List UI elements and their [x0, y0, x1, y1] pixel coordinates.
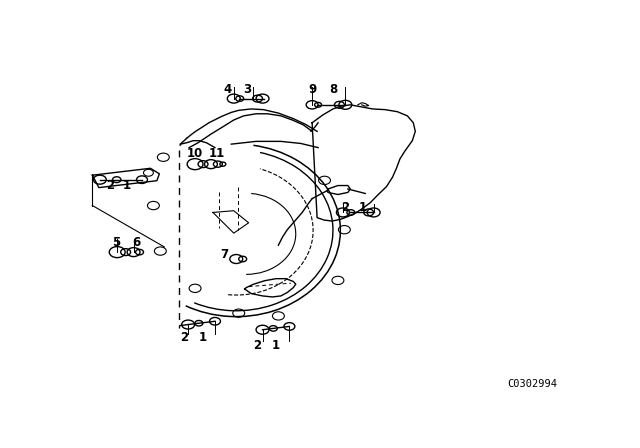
Text: 1: 1	[123, 179, 131, 192]
Text: 2: 2	[341, 201, 349, 214]
Text: 4: 4	[224, 83, 232, 96]
Text: 5: 5	[112, 236, 120, 249]
Text: 7: 7	[220, 248, 228, 261]
Text: 1: 1	[198, 331, 207, 344]
Text: C0302994: C0302994	[508, 379, 557, 389]
Text: 10: 10	[187, 147, 203, 160]
Text: 9: 9	[308, 83, 316, 96]
Text: 6: 6	[132, 236, 140, 249]
Text: 11: 11	[208, 147, 225, 160]
Text: 2: 2	[180, 331, 188, 344]
Text: 1: 1	[358, 201, 367, 214]
Text: 2: 2	[106, 179, 114, 192]
Text: 8: 8	[329, 83, 337, 96]
Text: 2: 2	[253, 339, 262, 352]
Text: 3: 3	[244, 83, 252, 96]
Text: 1: 1	[272, 339, 280, 352]
